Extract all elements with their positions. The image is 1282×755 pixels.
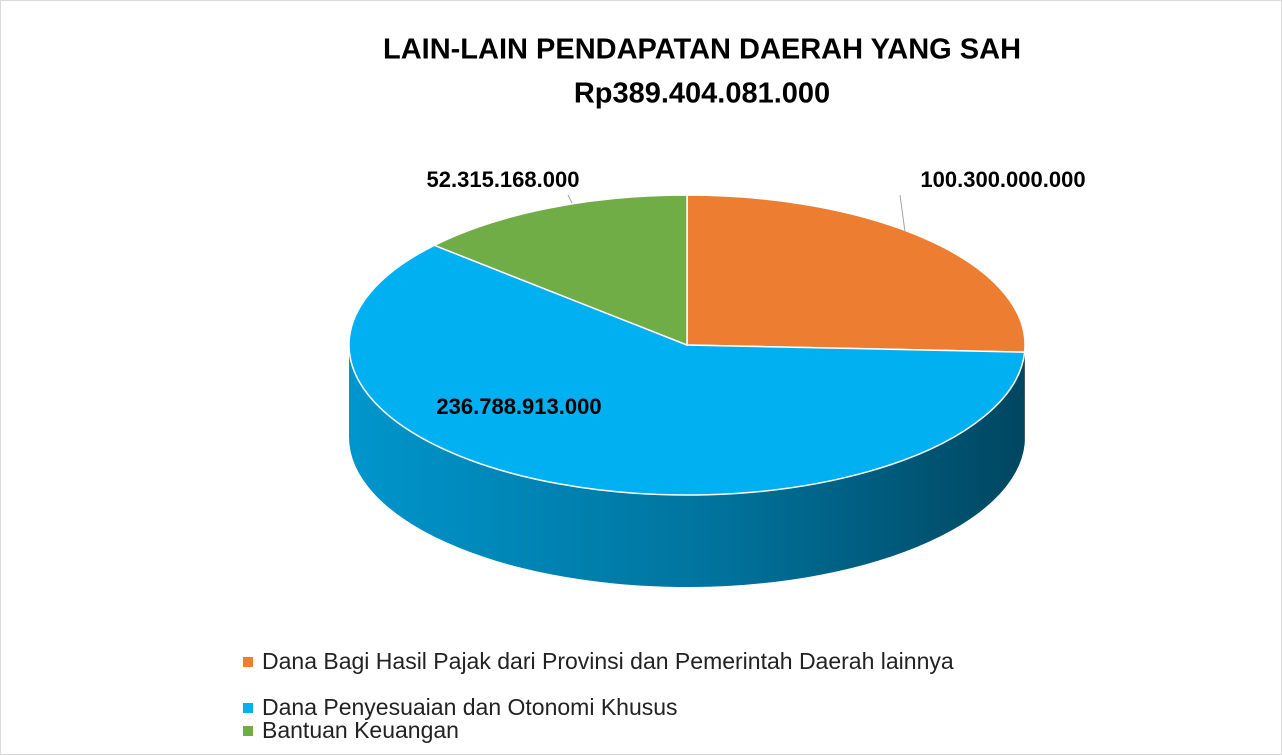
leader-line [899,194,906,233]
chart-title: LAIN-LAIN PENDAPATAN DAERAH YANG SAH [383,34,1021,66]
legend-label: Bantuan Keuangan [262,717,459,743]
legend-label: Dana Penyesuaian dan Otonomi Khusus [262,694,678,720]
legend-swatch [243,703,253,713]
data-label: 236.788.913.000 [436,394,601,419]
pie [348,194,1026,588]
slice [686,194,1026,353]
legend-swatch [243,726,253,736]
slice [348,244,1026,496]
slice-side-shade [349,345,1025,588]
legend-label: Dana Bagi Hasil Pajak dari Provinsi dan … [262,648,954,674]
data-label: 100.300.000.000 [920,167,1085,192]
legend: Dana Bagi Hasil Pajak dari Provinsi dan … [243,648,954,743]
legend-swatch [243,657,253,667]
leader-line [567,194,573,204]
chart-subtitle: Rp389.404.081.000 [574,78,830,110]
slice [432,194,688,347]
labels: 100.300.000.000 236.788.913.000 52.315.168… [427,167,1086,419]
data-label: 52.315.168.000 [427,167,580,192]
